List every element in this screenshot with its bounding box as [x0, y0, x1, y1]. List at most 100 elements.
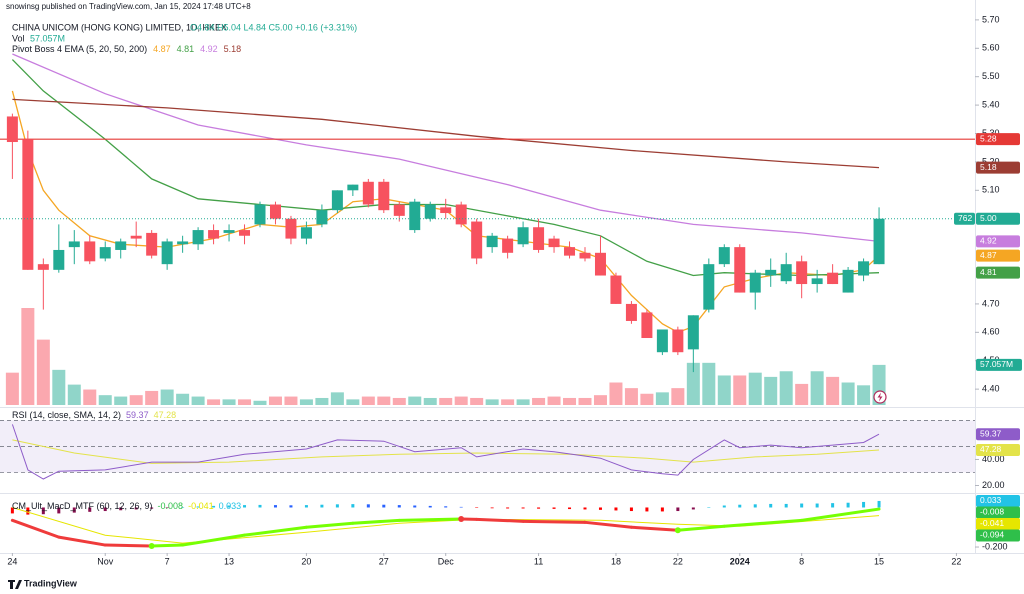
macd-histogram [196, 506, 200, 508]
candle-body [192, 230, 204, 245]
candle-body [393, 204, 405, 216]
macd-histogram [475, 507, 479, 508]
macd-histogram [428, 505, 432, 508]
macd-histogram [753, 504, 757, 508]
x-tick-label: 22 [951, 556, 961, 566]
volume-bar [671, 388, 685, 405]
macd-line-segment [583, 520, 633, 529]
x-tick-label: 2024 [730, 556, 750, 566]
candle-body [780, 264, 792, 282]
macd-histogram [273, 505, 277, 508]
logo-text[interactable]: TradingView [24, 578, 78, 588]
candle-body [440, 207, 452, 214]
ema-line [12, 53, 880, 243]
alert-icon[interactable] [873, 390, 887, 404]
macd-histogram [784, 503, 788, 508]
ema-legend-value: 4.87 [153, 44, 171, 54]
rsi-line [11, 424, 880, 480]
volume-bar [145, 390, 159, 405]
candle-body [130, 235, 142, 239]
macd-line-segment [397, 517, 463, 522]
macd-line-segment [351, 518, 401, 525]
candle-body [734, 247, 746, 293]
volume-bar [439, 397, 453, 405]
candle-body [316, 210, 328, 225]
y-tick-label: 5.60 [982, 43, 1000, 53]
macd-tag: -0.041 [980, 518, 1004, 528]
logo-mark[interactable] [8, 580, 22, 589]
candle-body [796, 261, 808, 285]
rsi-legend-value: 59.37 [126, 410, 149, 420]
candle-body [718, 247, 730, 265]
last-price-tag: 5.00 [980, 213, 997, 223]
candle-body [579, 252, 591, 259]
y-tick-label: 5.10 [982, 185, 1000, 195]
volume-bar [655, 392, 669, 405]
volume-bar [624, 388, 638, 405]
rsi-legend: RSI (14, close, SMA, 14, 2) 59.37 47.28 [12, 410, 176, 420]
volume-bar [702, 362, 716, 405]
volume-bar [810, 371, 824, 405]
macd-histogram [335, 504, 339, 508]
candle-body [22, 139, 34, 270]
candle-body [502, 238, 514, 253]
volume-bar [268, 396, 282, 405]
volume-bar [284, 396, 298, 405]
macd-line-segment [800, 507, 881, 522]
y-tick-label: 4.60 [982, 327, 1000, 337]
x-tick-label: 15 [874, 556, 884, 566]
volume-value: 57.057M [30, 33, 65, 43]
volume-bar [207, 399, 221, 405]
candle-body [533, 227, 545, 250]
volume-title: Vol [12, 33, 25, 43]
rsi-legend-value: 47.28 [154, 410, 177, 420]
volume-bar [764, 376, 778, 405]
candle-body [239, 230, 251, 236]
macd-histogram [289, 505, 293, 508]
y-tick-label: 5.20 [982, 156, 1000, 166]
macd-legend-value: -0.008 [158, 501, 184, 511]
macd-histogram [490, 507, 494, 509]
macd-tag-bg [976, 529, 1020, 542]
macd-histogram [598, 507, 602, 510]
macd-line-segment [181, 533, 247, 547]
x-tick-label: 7 [165, 556, 170, 566]
candle-body [827, 272, 839, 285]
volume-bar [717, 375, 731, 405]
volume-bar [330, 392, 344, 405]
macd-line-segment [243, 525, 308, 537]
rsi-tick-label: 20.00 [982, 480, 1005, 490]
macd-histogram [722, 505, 726, 508]
candle-body [208, 230, 220, 239]
ema-tag-bg [976, 249, 1020, 262]
ema-tag: 4.81 [980, 267, 997, 277]
candle-body [84, 241, 96, 262]
x-tick-label: 20 [301, 556, 311, 566]
macd-histogram [366, 504, 370, 508]
candle-body [53, 249, 65, 270]
candle-body [269, 204, 281, 219]
macd-histogram [72, 507, 76, 513]
macd-histogram [521, 507, 525, 509]
macd-turn-dot [458, 515, 465, 522]
volume-bar [578, 397, 592, 405]
volume-bar [532, 397, 546, 405]
candle-body [347, 184, 359, 191]
candle-body [362, 181, 374, 205]
x-tick-label: 11 [534, 556, 543, 566]
candle-body [68, 241, 80, 248]
macd-tag-bg [976, 506, 1020, 519]
rsi-sma-line [12, 439, 880, 464]
volume-bar [408, 396, 422, 405]
volume-bar [857, 385, 871, 405]
macd-histogram [506, 507, 510, 509]
candle-body [471, 221, 483, 259]
ema-tag-bg [976, 161, 1020, 174]
volume-bar [392, 397, 406, 405]
macd-line-segment [722, 518, 804, 528]
candle-body [594, 252, 606, 276]
volume-bar [176, 393, 190, 405]
macd-tag: 0.033 [980, 495, 1002, 505]
macd-histogram [88, 507, 92, 512]
